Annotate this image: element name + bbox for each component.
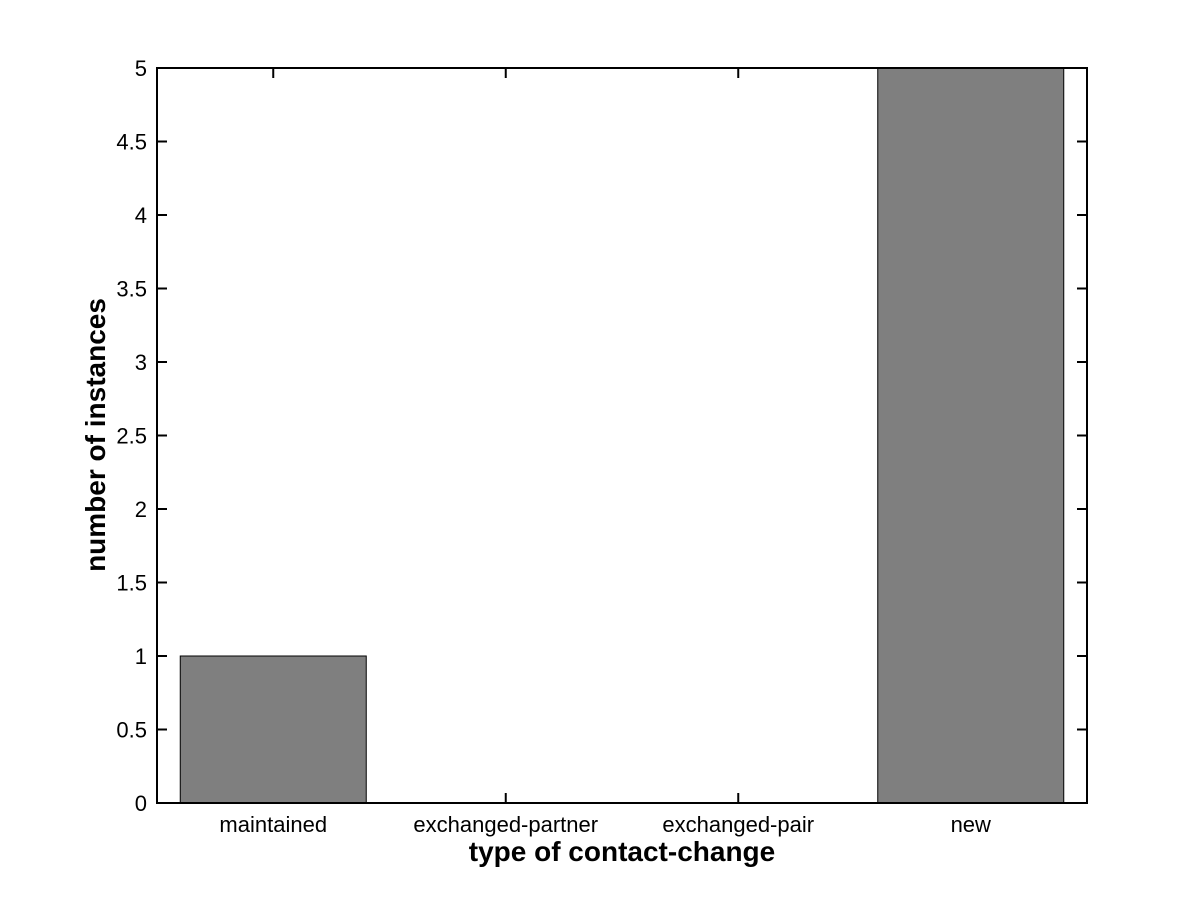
y-axis-tick-label: 1 xyxy=(135,644,147,669)
y-axis-tick-label: 4 xyxy=(135,203,147,228)
y-axis-tick-label: 1.5 xyxy=(116,571,147,596)
y-axis-tick-label: 5 xyxy=(135,56,147,81)
y-axis-tick-label: 0 xyxy=(135,791,147,816)
y-axis-tick-label: 3 xyxy=(135,350,147,375)
y-axis-tick-label: 0.5 xyxy=(116,718,147,743)
bar-maintained xyxy=(179,655,367,804)
x-axis-tick-label: exchanged-partner xyxy=(413,812,598,837)
y-axis-title: number of instances xyxy=(80,298,111,572)
y-axis-tick-label: 4.5 xyxy=(116,130,147,155)
x-axis-tick-label: maintained xyxy=(219,812,327,837)
y-axis-tick-label: 3.5 xyxy=(116,277,147,302)
bar-new xyxy=(877,67,1065,804)
x-axis-title: type of contact-change xyxy=(468,836,776,867)
x-axis-tick-label: exchanged-pair xyxy=(662,812,814,837)
y-axis-tick-label: 2.5 xyxy=(116,424,147,449)
y-axis-tick-label: 2 xyxy=(135,497,147,522)
x-axis-tick-label: new xyxy=(951,812,991,837)
plot-box xyxy=(156,67,1088,804)
